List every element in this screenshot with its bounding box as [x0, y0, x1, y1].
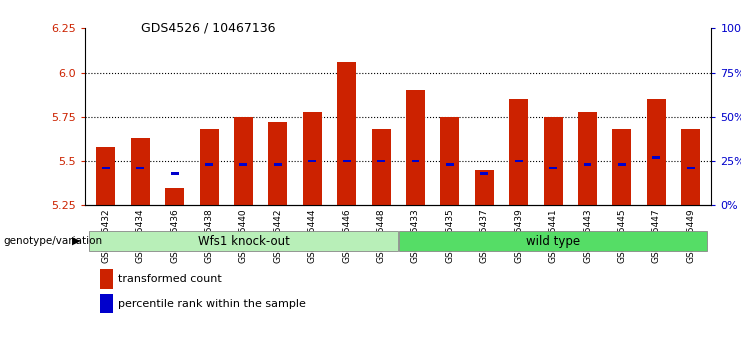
Bar	[308, 160, 316, 162]
Bar	[515, 160, 522, 162]
Bar	[377, 160, 385, 162]
Bar	[372, 129, 391, 205]
Bar	[411, 160, 419, 162]
Bar	[90, 231, 398, 251]
Bar	[303, 112, 322, 205]
Bar	[205, 163, 213, 166]
Bar	[613, 129, 631, 205]
Bar	[342, 160, 350, 162]
Text: genotype/variation: genotype/variation	[4, 236, 103, 246]
Bar	[268, 122, 288, 205]
Bar	[239, 163, 247, 166]
Bar	[475, 170, 494, 205]
Bar	[136, 167, 144, 170]
Bar	[274, 163, 282, 166]
Bar	[578, 112, 597, 205]
Bar	[234, 117, 253, 205]
Bar	[440, 117, 459, 205]
Bar	[549, 167, 557, 170]
Bar	[337, 62, 356, 205]
Bar	[170, 172, 179, 175]
Bar	[583, 163, 591, 166]
Bar	[652, 156, 660, 159]
Bar	[131, 138, 150, 205]
Bar	[480, 172, 488, 175]
Bar	[199, 129, 219, 205]
Text: Wfs1 knock-out: Wfs1 knock-out	[198, 235, 290, 247]
Bar	[102, 167, 110, 170]
Bar	[165, 188, 184, 205]
Bar	[647, 99, 665, 205]
Bar	[399, 231, 707, 251]
Bar	[509, 99, 528, 205]
Bar	[406, 90, 425, 205]
Bar	[681, 129, 700, 205]
Text: transformed count: transformed count	[118, 274, 222, 284]
Text: wild type: wild type	[526, 235, 580, 247]
Bar	[687, 167, 695, 170]
Text: GDS4526 / 10467136: GDS4526 / 10467136	[141, 21, 276, 34]
Text: ▶: ▶	[72, 236, 80, 246]
Bar	[544, 117, 562, 205]
Bar	[446, 163, 454, 166]
Bar	[96, 147, 116, 205]
Text: percentile rank within the sample: percentile rank within the sample	[118, 299, 306, 309]
Bar	[618, 163, 626, 166]
